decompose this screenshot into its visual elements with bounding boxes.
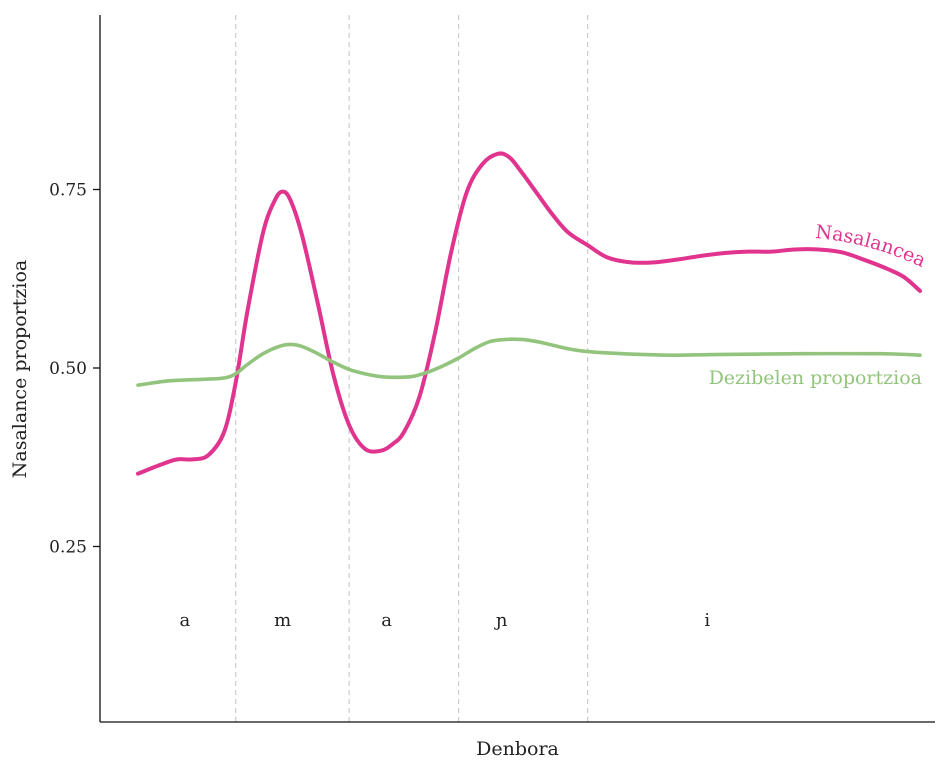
y-tick-label: 0.25	[49, 538, 87, 558]
y-axis-title: Nasalance proportzioa	[9, 260, 31, 478]
segment-label: m	[274, 610, 291, 631]
series-line-dezibelen-proportzioa	[136, 337, 922, 387]
segment-label: a	[381, 610, 392, 631]
segment-label: a	[180, 610, 191, 631]
segment-boundaries	[235, 15, 589, 722]
series-lines	[136, 151, 922, 476]
x-axis-title: Denbora	[476, 738, 559, 760]
series-line-nasalancea	[136, 151, 922, 476]
y-tick-label: 0.75	[49, 181, 87, 201]
y-ticks: 0.25 0.50 0.75	[49, 181, 100, 558]
segment-label: ɲ	[494, 610, 508, 631]
series-label-dezibelen-proportzioa: Dezibelen proportzioa	[709, 367, 922, 389]
segment-label: i	[704, 610, 710, 631]
y-tick-label: 0.50	[49, 359, 87, 379]
